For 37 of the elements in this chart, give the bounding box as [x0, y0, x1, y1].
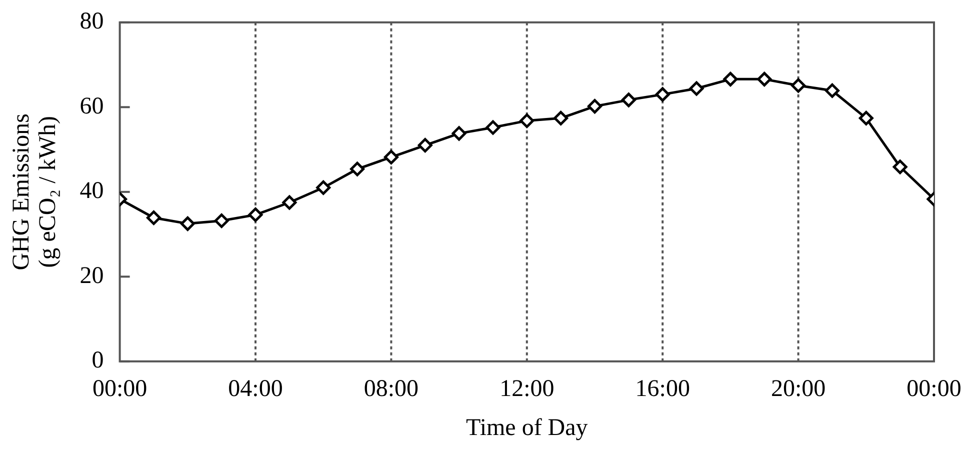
- point: [588, 99, 602, 114]
- x-tick-label: 12:00: [500, 376, 554, 402]
- x-axis-title: Time of Day: [466, 414, 588, 441]
- point: [858, 110, 874, 126]
- y-tick-label: 60: [80, 93, 104, 120]
- point: [757, 72, 772, 86]
- point: [689, 81, 704, 96]
- point: [146, 210, 161, 225]
- point: [554, 110, 568, 126]
- x-tick-label: 16:00: [635, 376, 690, 402]
- point: [892, 160, 908, 174]
- x-tick-label: 20:00: [770, 376, 826, 402]
- point: [452, 126, 466, 141]
- point: [180, 216, 195, 231]
- point: [486, 120, 500, 135]
- point: [621, 92, 636, 108]
- x-tick-label: 04:00: [228, 376, 283, 402]
- y-tick-label: 20: [80, 262, 104, 289]
- point: [791, 78, 806, 93]
- x-tick-label: 00:00: [906, 376, 962, 402]
- y-axis-title: GHG Emissions (g eCO₂ / kWh): [8, 114, 61, 270]
- point: [214, 213, 229, 228]
- point: [655, 87, 670, 102]
- point: [350, 162, 365, 176]
- x-tick-label: 08:00: [364, 376, 419, 402]
- point: [824, 83, 840, 98]
- point: [248, 208, 263, 222]
- point: [418, 138, 432, 153]
- point: [520, 113, 534, 128]
- y-tick-label: 80: [80, 8, 104, 35]
- point: [384, 150, 398, 164]
- x-tick-label: 00:00: [92, 376, 148, 402]
- point: [282, 195, 297, 210]
- y-tick-label: 40: [80, 178, 104, 204]
- point: [316, 180, 331, 195]
- y-tick-label: 0: [92, 348, 104, 374]
- point: [723, 72, 738, 86]
